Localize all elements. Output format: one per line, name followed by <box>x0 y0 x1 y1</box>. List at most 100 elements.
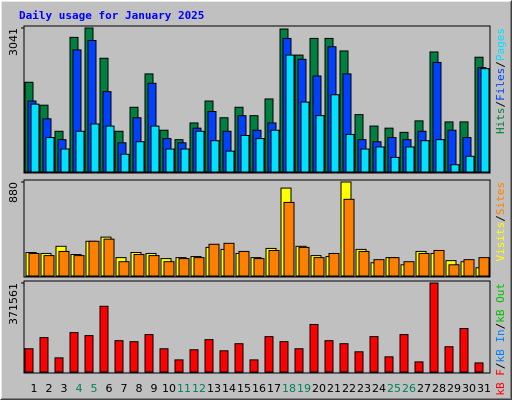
bar <box>360 148 370 173</box>
bar <box>234 343 244 373</box>
bar <box>219 350 229 373</box>
plot-area <box>23 280 491 374</box>
bar <box>195 130 205 173</box>
legend-entry: Sites <box>494 182 507 215</box>
legend: Hits/Files/Pages <box>494 28 507 134</box>
bar <box>375 146 385 173</box>
x-tick-label: 20 <box>312 382 326 395</box>
x-tick-label: 8 <box>136 382 143 395</box>
legend-entry: Files <box>494 68 507 101</box>
bar <box>114 340 124 373</box>
bar <box>358 250 370 277</box>
bar <box>369 336 379 373</box>
bar <box>285 54 295 173</box>
bar <box>118 261 130 277</box>
x-tick-label: 21 <box>327 382 341 395</box>
legend-separator: / <box>494 215 507 222</box>
bar <box>133 254 145 277</box>
bar <box>73 255 85 277</box>
bar <box>135 141 145 173</box>
bar <box>343 198 355 277</box>
bar <box>225 150 235 173</box>
bar <box>463 259 475 277</box>
bar <box>253 258 265 277</box>
bar <box>373 259 385 277</box>
bar <box>339 343 349 373</box>
bar <box>28 252 40 277</box>
bar <box>45 137 55 173</box>
bar <box>429 282 439 373</box>
x-tick-label: 13 <box>207 382 221 395</box>
bar <box>268 249 280 277</box>
x-tick-label: 15 <box>237 382 251 395</box>
bar <box>330 94 340 173</box>
x-tick-label: 9 <box>151 382 158 395</box>
bar <box>129 341 139 373</box>
x-tick-label: 26 <box>402 382 416 395</box>
bar <box>279 341 289 373</box>
bar <box>88 240 100 277</box>
bar <box>58 250 70 277</box>
bar <box>174 359 184 373</box>
bar <box>474 362 484 373</box>
bar <box>405 146 415 173</box>
bar <box>120 153 130 173</box>
legend-entry: Hits <box>494 108 507 135</box>
bar <box>384 356 394 373</box>
x-tick-label: 25 <box>387 382 401 395</box>
bar <box>148 255 160 277</box>
bar <box>418 252 430 277</box>
bar <box>298 246 310 277</box>
legend-entry: Pages <box>494 28 507 61</box>
x-tick-label: 30 <box>462 382 476 395</box>
bar <box>390 156 400 173</box>
bar <box>324 340 334 373</box>
x-tick-label: 2 <box>46 382 53 395</box>
bar <box>465 155 475 173</box>
bar <box>478 257 490 277</box>
bar <box>103 238 115 277</box>
x-tick-label: 3 <box>61 382 68 395</box>
bar <box>180 148 190 173</box>
bar <box>300 101 310 173</box>
bar <box>30 103 40 173</box>
bar <box>255 138 265 173</box>
legend-entry: kB F <box>494 369 507 396</box>
bar <box>238 250 250 277</box>
bar <box>328 252 340 277</box>
bar <box>249 359 259 373</box>
legend: kB F/kB In/kB Out <box>494 283 507 396</box>
x-tick-label: 17 <box>267 382 281 395</box>
y-tick-label: 880 <box>7 182 20 203</box>
x-tick-label: 7 <box>121 382 128 395</box>
bar <box>75 130 85 173</box>
bar <box>294 348 304 373</box>
x-tick-label: 28 <box>432 382 446 395</box>
bar <box>270 129 280 173</box>
bar <box>189 349 199 373</box>
bar <box>315 115 325 173</box>
bar <box>448 264 460 277</box>
legend-separator: / <box>494 101 507 108</box>
chart-title: Daily usage for January 2025 <box>19 9 204 22</box>
bar <box>283 201 295 277</box>
bar <box>313 257 325 277</box>
x-tick-label: 5 <box>91 382 98 395</box>
bar <box>210 140 220 173</box>
bar <box>90 123 100 173</box>
bar <box>54 357 64 373</box>
bar <box>444 346 454 373</box>
bar <box>43 255 55 277</box>
x-tick-label: 22 <box>342 382 356 395</box>
bar <box>450 164 460 173</box>
bar <box>223 242 235 277</box>
legend-separator: / <box>494 61 507 68</box>
bar <box>435 139 445 173</box>
x-tick-label: 12 <box>192 382 206 395</box>
bar <box>150 125 160 173</box>
x-tick-label: 19 <box>297 382 311 395</box>
